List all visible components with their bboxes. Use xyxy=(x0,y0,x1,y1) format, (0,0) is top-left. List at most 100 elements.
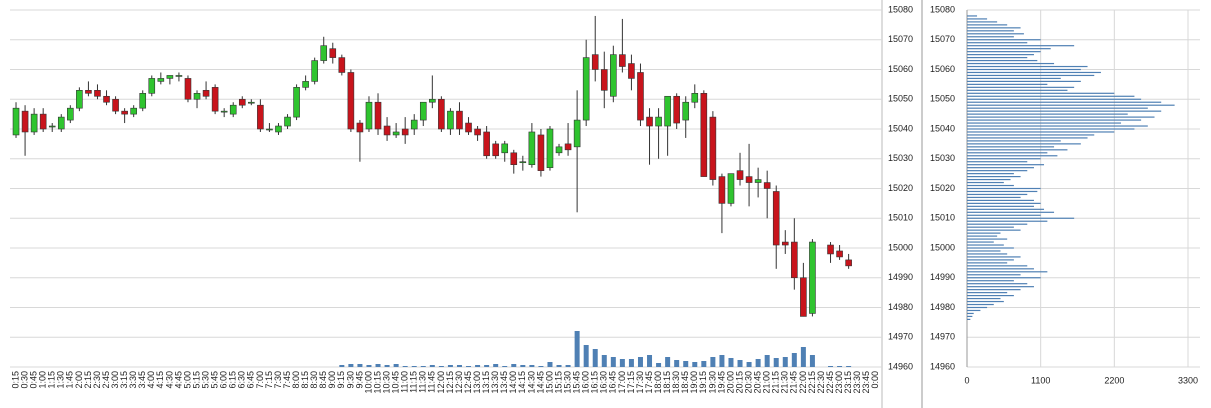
x-tick-label: 13:30 xyxy=(490,371,500,394)
bar xyxy=(967,30,1014,32)
bar xyxy=(967,211,1055,213)
bar xyxy=(967,295,1014,297)
x-tick-label: 23:00 xyxy=(834,371,844,394)
x-tick-label: 17:30 xyxy=(635,371,645,394)
candle-body xyxy=(166,75,174,79)
x-tick-label: 16:15 xyxy=(590,371,600,394)
x-tick-label: 16:00 xyxy=(581,371,591,394)
candle-body xyxy=(148,78,156,94)
bar xyxy=(967,262,1008,264)
bar xyxy=(967,161,1028,163)
bar xyxy=(967,15,978,17)
candle-body xyxy=(48,125,56,128)
y-tick-label: 15030 xyxy=(888,153,913,163)
bar xyxy=(967,300,1004,303)
x-tick-label: 6:00 xyxy=(219,371,229,389)
bar xyxy=(967,143,1081,145)
bar xyxy=(967,116,1155,118)
volume-bar xyxy=(583,345,589,367)
candle-body xyxy=(628,63,635,79)
x-tick-label: 10:45 xyxy=(391,371,401,394)
volume-bar xyxy=(384,365,390,367)
candle-body xyxy=(492,143,499,157)
volume-bar xyxy=(755,359,761,367)
bar xyxy=(967,149,1068,151)
volume-bar xyxy=(764,355,770,367)
volume-bar xyxy=(547,362,553,367)
candle-body xyxy=(546,128,554,168)
bar xyxy=(967,253,1008,255)
x-tick-label: 7:45 xyxy=(282,371,292,389)
candle-body xyxy=(700,93,708,177)
x-tick-label: 3:30 xyxy=(128,371,138,389)
candle-body xyxy=(727,173,735,204)
candle-body xyxy=(383,125,391,136)
candle-body xyxy=(736,170,744,180)
volume-bar xyxy=(357,364,363,367)
bar xyxy=(967,220,1048,222)
x-tick-label: 4:00 xyxy=(146,371,156,389)
bar xyxy=(967,48,1051,50)
x-tick-label: 21:45 xyxy=(789,371,799,394)
candle-body xyxy=(447,110,454,130)
x-tick-label: 4:45 xyxy=(173,371,183,389)
bar xyxy=(967,36,1014,38)
x-tick-label: 11:15 xyxy=(409,371,419,393)
bar xyxy=(967,95,1135,97)
candle-body xyxy=(356,122,364,133)
bar xyxy=(967,208,1045,210)
bar xyxy=(967,92,1115,94)
y-tick-label: 15070 xyxy=(930,34,955,44)
volume-bar xyxy=(710,357,716,367)
bar xyxy=(967,244,1004,246)
candle-body xyxy=(763,182,771,189)
candle-body xyxy=(374,101,382,130)
x-tick-label: 13:15 xyxy=(481,371,491,394)
bar xyxy=(967,196,1021,199)
candle-body xyxy=(103,95,110,103)
volume-bar xyxy=(601,355,607,367)
candle-body xyxy=(564,143,572,151)
bar xyxy=(967,42,1028,44)
x-tick-label: 0:00 xyxy=(870,371,880,389)
bar xyxy=(967,226,1014,228)
y-tick-label: 15080 xyxy=(888,4,913,14)
bar xyxy=(967,128,1135,130)
x-tick-label: 15:45 xyxy=(572,371,582,394)
volume-bar xyxy=(502,366,508,367)
candle-body xyxy=(184,78,192,100)
bar xyxy=(967,265,1028,267)
x-tick-label: 8:00 xyxy=(291,371,301,389)
x-tick-label: 5:45 xyxy=(210,371,220,389)
bar xyxy=(967,83,1048,85)
x-tick-label: 2:45 xyxy=(101,371,111,389)
x-tick-label: 21:00 xyxy=(762,371,772,394)
bar xyxy=(967,86,1075,88)
candle-body xyxy=(76,90,83,109)
bar xyxy=(967,27,1021,29)
volume-bar xyxy=(429,365,435,367)
x-tick-label: 23:15 xyxy=(843,371,853,394)
x-tick-label: 20:00 xyxy=(725,371,735,394)
candle-body xyxy=(610,54,617,97)
candle-body xyxy=(338,57,346,73)
bar xyxy=(967,292,1008,294)
x-tick-label: 22:15 xyxy=(807,371,817,394)
bar xyxy=(967,104,1175,106)
x-tick-label: 9:30 xyxy=(345,371,355,389)
x-tick-label: 6:30 xyxy=(237,371,247,389)
x-tick-label: 17:00 xyxy=(617,371,627,394)
x-tick-label: 14:15 xyxy=(517,371,527,394)
candle-body xyxy=(21,110,29,133)
candle-body xyxy=(709,116,717,180)
x-tick-label: 17:45 xyxy=(644,371,654,394)
volume-bar xyxy=(628,359,634,367)
bar xyxy=(967,176,1021,178)
x-tick-label: 0:45 xyxy=(29,371,39,389)
volume-bar xyxy=(402,366,408,367)
volume-bar xyxy=(520,365,526,367)
y-tick-label: 14990 xyxy=(930,272,955,282)
candle-body xyxy=(591,54,599,70)
bar xyxy=(967,152,1048,154)
